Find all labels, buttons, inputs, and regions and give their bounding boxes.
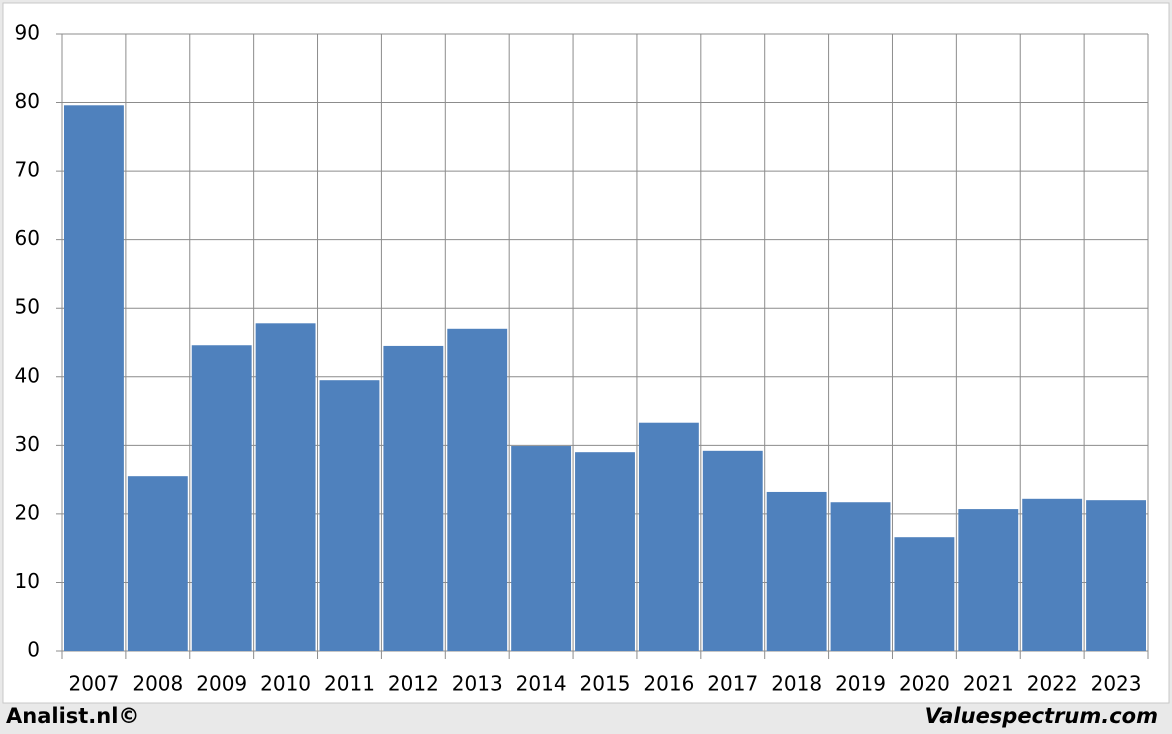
x-tick-label: 2023: [1091, 672, 1142, 696]
x-tick-label: 2018: [771, 672, 822, 696]
x-tick-label: 2007: [68, 672, 119, 696]
x-tick-label: 2011: [324, 672, 375, 696]
bar: [1022, 498, 1083, 651]
x-tick-label: 2015: [580, 672, 631, 696]
y-tick-label: 0: [27, 638, 40, 662]
bar: [127, 476, 188, 651]
y-tick-label: 70: [15, 158, 40, 182]
bar: [766, 491, 827, 651]
bar: [383, 345, 444, 651]
bar: [830, 502, 891, 651]
bar: [958, 509, 1019, 651]
x-tick-label: 2019: [835, 672, 886, 696]
x-tick-label: 2022: [1027, 672, 1078, 696]
x-tick-label: 2009: [196, 672, 247, 696]
x-tick-label: 2014: [516, 672, 567, 696]
x-tick-label: 2021: [963, 672, 1014, 696]
bar: [638, 422, 699, 651]
bar: [191, 345, 252, 651]
bar: [255, 323, 316, 651]
bar: [447, 328, 508, 651]
bar: [319, 380, 380, 651]
x-tick-label: 2016: [643, 672, 694, 696]
credit-left: Analist.nl©: [6, 704, 139, 728]
bar: [894, 537, 955, 651]
x-tick-label: 2013: [452, 672, 503, 696]
x-tick-label: 2008: [132, 672, 183, 696]
x-tick-label: 2020: [899, 672, 950, 696]
y-tick-label: 50: [15, 295, 40, 319]
bar: [575, 452, 635, 651]
y-tick-label: 20: [15, 500, 40, 524]
bar: [64, 105, 124, 651]
y-tick-label: 90: [15, 21, 40, 45]
x-tick-label: 2017: [707, 672, 758, 696]
bar: [1086, 500, 1146, 651]
x-tick-label: 2010: [260, 672, 311, 696]
y-tick-label: 30: [15, 432, 40, 456]
x-tick-label: 2012: [388, 672, 439, 696]
y-tick-label: 10: [15, 569, 40, 593]
y-tick-label: 60: [15, 226, 40, 250]
y-tick-label: 80: [15, 89, 40, 113]
y-tick-label: 40: [15, 363, 40, 387]
credit-right: Valuespectrum.com: [925, 704, 1158, 728]
bar: [702, 450, 763, 651]
bar: [511, 446, 572, 651]
